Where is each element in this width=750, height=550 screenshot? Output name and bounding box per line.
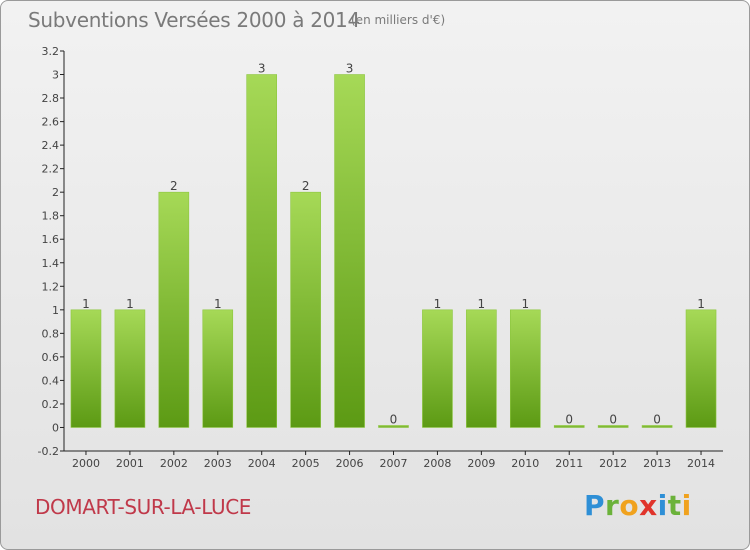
- x-tick-label: 2000: [72, 457, 100, 470]
- y-axis: -0.2 0 0.2 0.4 0.6 0.8 1 1.2 1.4 1.6 1.8 2 2.2 2.4 2.6…: [38, 45, 64, 458]
- bar-value-label: 2: [170, 179, 178, 193]
- x-tick-label: 2004: [248, 457, 276, 470]
- logo-letter: P: [584, 489, 605, 522]
- bar: [291, 192, 321, 427]
- y-tick-label: 3.2: [42, 45, 60, 58]
- bar: [247, 75, 277, 428]
- y-tick-label: 2: [52, 186, 59, 199]
- bar-value-label: 0: [653, 412, 661, 426]
- y-tick-label: 1.8: [42, 210, 60, 223]
- x-axis: 2000 2001 2002 2003 2004 2005 2006 2007 2008 2009…: [64, 451, 723, 470]
- y-tick-label: 2.2: [42, 163, 60, 176]
- y-tick-label: 1.4: [42, 257, 60, 270]
- bar-value-label: 3: [346, 62, 354, 76]
- y-tick-label: 1.2: [42, 280, 60, 293]
- x-tick-label: 2003: [204, 457, 232, 470]
- y-tick-label: 0.4: [42, 374, 60, 387]
- bar-value-label: 3: [258, 62, 266, 76]
- y-tick-label: 3: [52, 69, 59, 82]
- bar-value-label: 1: [126, 297, 134, 311]
- bar-value-label: 1: [214, 297, 222, 311]
- proxiti-logo[interactable]: Proxiti: [584, 489, 692, 522]
- bar-value-label: 2: [302, 179, 310, 193]
- logo-letter: x: [639, 489, 658, 522]
- bar: [203, 310, 233, 428]
- y-tick-label: 1.6: [42, 233, 60, 246]
- y-tick-label: 0: [52, 421, 59, 434]
- x-tick-label: 2006: [336, 457, 364, 470]
- y-tick-label: 0.2: [42, 398, 60, 411]
- x-tick-label: 2009: [467, 457, 495, 470]
- x-tick-label: 2007: [380, 457, 408, 470]
- bar-value-label: 1: [478, 297, 486, 311]
- logo-letter: o: [619, 489, 639, 522]
- y-tick-label: -0.2: [38, 445, 59, 458]
- logo-letter: i: [658, 489, 668, 522]
- bar-value-label: 0: [609, 412, 617, 426]
- bar: [71, 310, 101, 428]
- logo-letter: i: [682, 489, 692, 522]
- x-tick-label: 2014: [687, 457, 715, 470]
- x-tick-label: 2008: [423, 457, 451, 470]
- logo-letter: r: [605, 489, 619, 522]
- x-tick-label: 2012: [599, 457, 627, 470]
- commune-name: DOMART-SUR-LA-LUCE: [35, 495, 251, 519]
- bar-value-label: 1: [82, 297, 90, 311]
- bar: [686, 310, 716, 428]
- bar: [466, 310, 496, 428]
- x-tick-label: 2002: [160, 457, 188, 470]
- y-tick-label: 2.6: [42, 116, 60, 129]
- x-tick-label: 2005: [292, 457, 320, 470]
- bar-value-label: 1: [434, 297, 442, 311]
- bar: [335, 75, 365, 428]
- x-tick-label: 2013: [643, 457, 671, 470]
- logo-letter: t: [668, 489, 682, 522]
- bar-value-label: 0: [565, 412, 573, 426]
- bars: 1 1 2 1 3 2 3 0 1 1 1 0 0 0 1: [71, 62, 716, 428]
- bar: [115, 310, 145, 428]
- y-tick-label: 1: [52, 304, 59, 317]
- bar: [159, 192, 189, 427]
- y-tick-label: 2.8: [42, 92, 60, 105]
- x-tick-label: 2011: [555, 457, 583, 470]
- bar: [510, 310, 540, 428]
- bar-value-label: 1: [697, 297, 705, 311]
- bar-value-label: 0: [390, 412, 398, 426]
- y-tick-label: 0.8: [42, 327, 60, 340]
- x-tick-label: 2001: [116, 457, 144, 470]
- y-tick-label: 0.6: [42, 351, 60, 364]
- y-tick-label: 2.4: [42, 139, 60, 152]
- bar-value-label: 1: [521, 297, 529, 311]
- x-tick-label: 2010: [511, 457, 539, 470]
- bar: [422, 310, 452, 428]
